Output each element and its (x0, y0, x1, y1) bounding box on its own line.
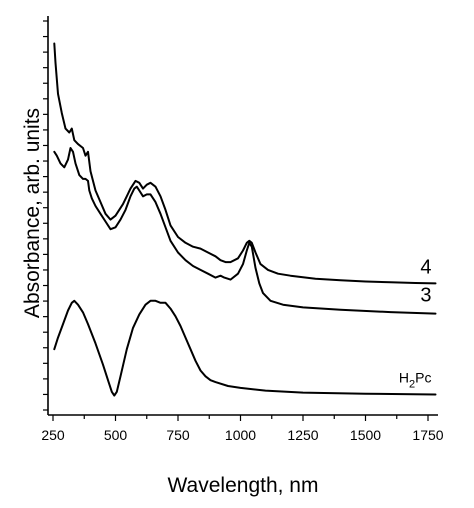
x-axis-title: Wavelength, nm (168, 474, 319, 497)
x-tick-label: 250 (41, 427, 65, 443)
series-labels: 4 3 H2Pc (399, 256, 432, 390)
x-tick-label: 1250 (287, 427, 318, 443)
y-axis-title: Absorbance, arb. units (21, 108, 44, 318)
x-tick-label: 1500 (350, 427, 381, 443)
series-label-h2pc: H2Pc (399, 369, 432, 390)
series-line-4 (53, 42, 437, 285)
series-line-3 (53, 147, 437, 315)
axes: 250 500 750 1000 1250 1500 1750 (41, 16, 444, 443)
x-tick-label: 500 (104, 427, 128, 443)
series-label-4: 4 (420, 256, 431, 278)
series-label-h2pc-tail: Pc (415, 369, 431, 385)
x-tick-label: 1000 (225, 427, 256, 443)
x-tick-label: 750 (166, 427, 190, 443)
x-tick-label: 1750 (412, 427, 443, 443)
series-group (53, 42, 437, 397)
series-label-h2pc-main: H (399, 369, 409, 385)
series-label-3: 3 (420, 285, 431, 307)
series-label-h2pc-sub: 2 (409, 378, 415, 390)
series-line-h2pc (53, 299, 437, 397)
